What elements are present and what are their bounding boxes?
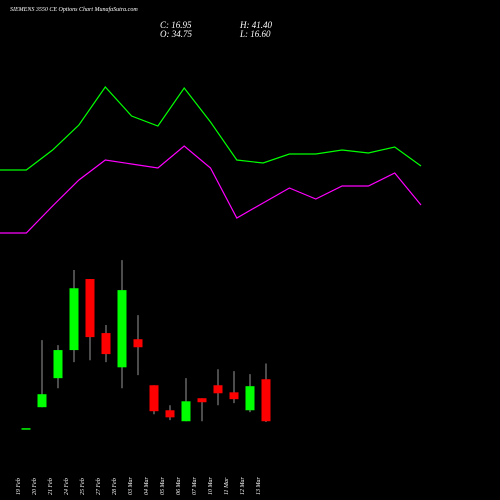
close-label: C: 16.95: [160, 20, 192, 30]
candle-body: [245, 386, 255, 411]
candle-body: [101, 333, 111, 355]
candle-body: [21, 428, 31, 430]
candle-body: [261, 379, 271, 422]
open-label: O: 34.75: [160, 29, 192, 39]
x-tick-label: 03 Mar: [128, 477, 134, 495]
low-label: L: 16.60: [239, 29, 271, 39]
candle-body: [197, 398, 207, 403]
candle-body: [149, 385, 159, 412]
x-tick-label: 24 Feb: [63, 478, 70, 495]
candle-body: [133, 339, 143, 348]
x-tick-label: 13 Mar: [256, 477, 262, 495]
x-tick-label: 19 Feb: [16, 478, 22, 495]
indicator-line: [0, 145, 422, 234]
x-tick-label: 20 Feb: [32, 478, 38, 495]
candle-body: [85, 279, 95, 338]
candle-body: [37, 394, 47, 408]
high-label: H: 41.40: [239, 20, 272, 30]
x-tick-label: 05 Mar: [160, 477, 166, 495]
x-tick-label: 12 Mar: [240, 477, 246, 495]
x-tick-label: 11 Mar: [224, 477, 230, 495]
candle-body: [213, 385, 223, 394]
x-tick-label: 21 Feb: [48, 478, 54, 495]
indicator-line: [0, 86, 422, 171]
x-tick-label: 10 Mar: [208, 477, 214, 495]
candle-body: [229, 392, 239, 400]
candle-body: [165, 410, 175, 418]
candle-body: [117, 290, 127, 368]
candle-body: [181, 401, 191, 422]
x-tick-label: 04 Mar: [143, 477, 150, 495]
x-tick-label: 28 Feb: [112, 478, 118, 495]
candle-body: [53, 350, 63, 379]
x-tick-label: 07 Mar: [192, 477, 198, 495]
chart-title: SIEMENS 3550 CE Options Chart MunafaSutr…: [10, 6, 138, 13]
x-tick-label: 25 Feb: [80, 478, 86, 495]
candle-body: [69, 288, 79, 351]
x-tick-label: 06 Mar: [176, 477, 182, 495]
x-tick-label: 27 Feb: [96, 478, 102, 495]
